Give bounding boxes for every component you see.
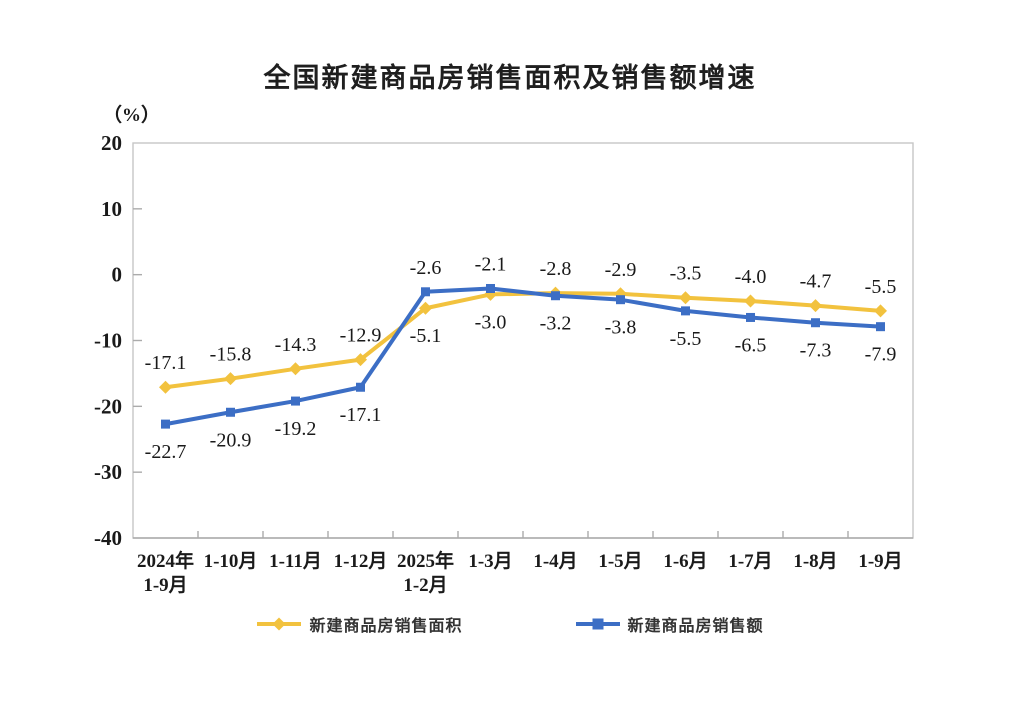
sales_amount-point-5 <box>486 283 495 293</box>
sales_area-data-label-1: -15.8 <box>210 344 252 366</box>
sales_amount-data-label-5: -2.1 <box>475 253 507 275</box>
sales_amount-point-8 <box>681 306 690 316</box>
legend-item-sales-amount: 新建商品房销售额 <box>575 612 764 636</box>
x-tick-label-1: 1-10月 <box>204 551 258 572</box>
sales_area-data-label-11: -5.5 <box>865 276 897 298</box>
sales_amount-point-11 <box>876 322 885 332</box>
legend-item-sales-area: 新建商品房销售面积 <box>256 612 462 636</box>
x-tick-label-6: 1-4月 <box>533 551 577 572</box>
y-tick-label--20: -20 <box>94 394 122 418</box>
plot-border <box>132 142 914 539</box>
sales_amount-point-3 <box>356 382 365 392</box>
x-tick-label-10: 1-8月 <box>793 551 837 572</box>
sales_amount-data-label-1: -20.9 <box>210 429 252 451</box>
x-tick-label-5: 1-3月 <box>468 551 512 572</box>
sales_amount-point-0 <box>161 419 170 429</box>
sales_amount-data-label-8: -5.5 <box>670 328 702 350</box>
sales_area-data-label-10: -4.7 <box>800 271 832 293</box>
x-tick-label-7: 1-5月 <box>598 551 642 572</box>
legend-swatch-sales-area <box>257 617 302 631</box>
sales_amount-data-label-0: -22.7 <box>145 441 187 463</box>
sales_amount-point-9 <box>746 312 755 322</box>
sales_area-point-1 <box>224 372 237 386</box>
sales_area-data-label-8: -3.5 <box>670 263 702 285</box>
sales_amount-data-label-7: -3.8 <box>605 317 637 339</box>
legend-label-sales-amount: 新建商品房销售额 <box>627 618 764 635</box>
y-axis-unit-label: （%） <box>103 105 161 126</box>
sales_area-data-label-0: -17.1 <box>145 352 187 374</box>
x-tick-label-2: 1-11月 <box>269 551 322 572</box>
sales_amount-point-4 <box>421 287 430 297</box>
sales_amount-series-line <box>163 286 883 427</box>
y-tick-label-0: 0 <box>112 263 123 287</box>
sales_area-point-9 <box>744 294 757 308</box>
sales_area-point-10 <box>809 299 822 313</box>
sales_amount-data-label-4: -2.6 <box>410 257 442 279</box>
legend-diamond-icon <box>272 617 286 631</box>
legend-label-sales-area: 新建商品房销售面积 <box>309 618 463 635</box>
x-tick-label-9: 1-7月 <box>728 551 772 572</box>
sales_amount-point-10 <box>811 318 820 328</box>
y-tick-label-10: 10 <box>101 197 122 221</box>
plot-area: 20 10 0 -10 -20 -30 -40 2024年 1-9月 1-10月 1-11月 1-12… <box>94 131 914 596</box>
x-tick-label-4: 2025年 1-2月 <box>397 549 454 596</box>
sales_area-data-label-4: -5.1 <box>410 325 442 347</box>
sales_amount-data-label-11: -7.9 <box>865 344 897 366</box>
sales_area-point-4 <box>419 301 432 315</box>
sales_area-data-label-9: -4.0 <box>735 266 767 288</box>
x-tick-label-3: 1-12月 <box>334 551 388 572</box>
x-tick-label-11: 1-9月 <box>858 551 902 572</box>
sales_amount-data-label-2: -19.2 <box>275 418 317 440</box>
y-tick-label--30: -30 <box>94 460 122 484</box>
sales_area-point-3 <box>354 353 367 367</box>
sales_area-data-label-5: -3.0 <box>475 311 507 333</box>
sales_amount-point-1 <box>226 407 235 417</box>
sales_amount-data-label-9: -6.5 <box>735 334 767 356</box>
legend: 新建商品房销售面积 新建商品房销售额 <box>0 612 1020 636</box>
sales_area-point-8 <box>679 291 692 305</box>
y-tick-label--10: -10 <box>94 329 122 353</box>
x-tick-label-8: 1-6月 <box>663 551 707 572</box>
sales_amount-data-label-6: -3.2 <box>540 313 572 335</box>
sales_area-point-11 <box>874 304 887 318</box>
x-tick-label-0: 2024年 1-9月 <box>137 549 194 596</box>
legend-swatch-sales-amount <box>575 618 620 630</box>
y-tick-label-20: 20 <box>101 131 122 155</box>
sales_amount-point-6 <box>551 291 560 301</box>
sales_area-series-line <box>163 291 883 390</box>
sales_area-data-label-3: -12.9 <box>340 325 382 347</box>
sales_amount-point-7 <box>616 295 625 305</box>
sales_amount-point-2 <box>291 396 300 406</box>
sales_amount-data-label-10: -7.3 <box>800 340 832 362</box>
chart-title: 全国新建商品房销售面积及销售额增速 <box>263 63 757 93</box>
legend-square-icon <box>592 618 603 630</box>
sales_area-data-label-7: -2.9 <box>605 259 637 281</box>
sales_area-point-2 <box>289 362 302 376</box>
sales_area-data-label-6: -2.8 <box>540 258 572 280</box>
sales_area-data-label-2: -14.3 <box>275 334 317 356</box>
y-tick-label--40: -40 <box>94 526 122 550</box>
sales_amount-data-label-3: -17.1 <box>340 404 382 426</box>
sales_area-point-0 <box>159 380 172 394</box>
